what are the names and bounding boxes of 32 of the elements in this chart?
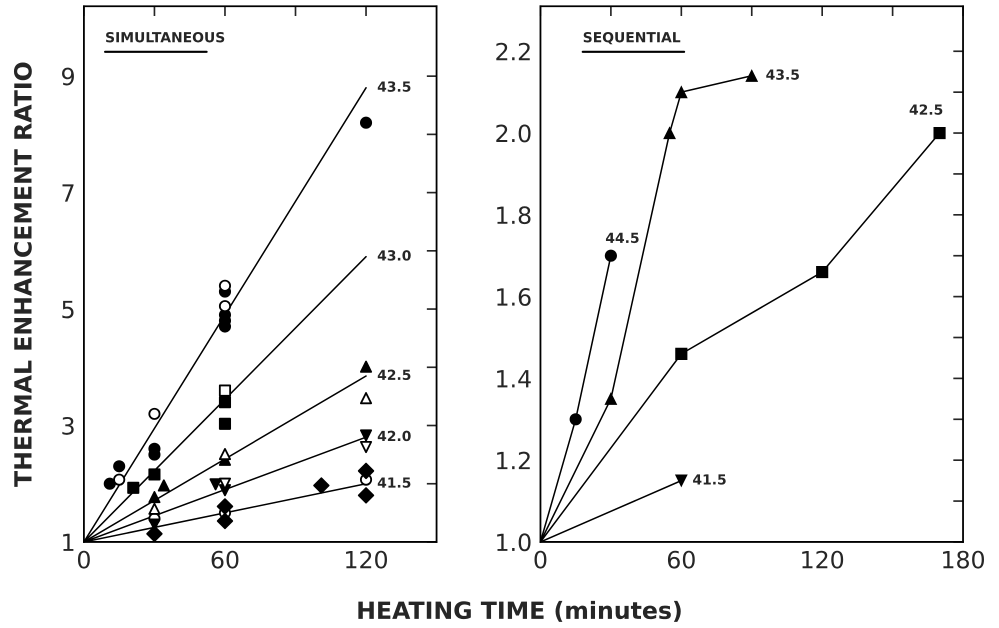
series-label: 42.5 xyxy=(378,370,410,380)
series-label: 43.5 xyxy=(766,69,799,80)
series-label: 43.5 xyxy=(378,81,410,92)
y-tick-label: 7 xyxy=(62,184,74,202)
y-tick-label: 1.0 xyxy=(497,533,531,552)
series-label: 43.0 xyxy=(378,250,411,261)
y-tick-label: 2.0 xyxy=(496,124,531,142)
x-tick-label: 180 xyxy=(943,550,984,569)
text: SEQUENTIAL xyxy=(584,32,680,44)
y-tick-label: 3 xyxy=(62,416,74,435)
x-tick-label: 60 xyxy=(668,550,695,569)
y-tick-label: 1.2 xyxy=(497,452,530,470)
x-axis-title: HEATING TIME (minutes) xyxy=(358,600,681,622)
y-tick-label: 1.4 xyxy=(497,370,531,388)
text: SIMULTANEOUS xyxy=(106,32,224,42)
y-tick-label: 2.2 xyxy=(496,42,530,60)
y-axis-title: THERMAL ENHANCEMENT RATIO xyxy=(14,62,32,487)
x-tick-label: 0 xyxy=(534,550,546,569)
x-tick-label: 120 xyxy=(802,550,844,569)
series-label: 41.5 xyxy=(693,474,726,485)
series-label: 42.0 xyxy=(378,430,411,442)
y-tick-label: 5 xyxy=(62,300,74,318)
y-tick-label: 1.6 xyxy=(497,288,531,306)
x-tick-label: 60 xyxy=(212,550,238,569)
y-tick-label: 1.8 xyxy=(497,206,531,224)
x-tick-label: 120 xyxy=(346,550,387,569)
series-label: 41.5 xyxy=(378,477,410,488)
y-tick-label: 9 xyxy=(62,68,74,86)
series-label: 42.5 xyxy=(910,104,942,115)
series-label: 44.5 xyxy=(606,232,639,244)
x-tick-label: 0 xyxy=(78,550,90,569)
y-tick-label: 1 xyxy=(63,534,74,551)
